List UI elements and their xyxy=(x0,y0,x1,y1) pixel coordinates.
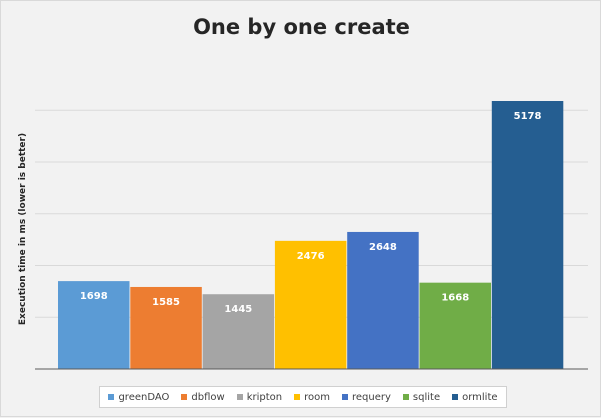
chart-title: One by one create xyxy=(193,15,410,39)
legend-label: kripton xyxy=(246,391,283,403)
legend-label: greenDAO xyxy=(118,391,170,403)
bar-kripton xyxy=(202,294,275,369)
legend-swatch xyxy=(294,394,301,400)
bar-ormlite xyxy=(491,101,564,369)
data-label-greendao: 1698 xyxy=(80,291,108,302)
legend-swatch xyxy=(108,394,115,400)
bar-dbflow xyxy=(130,286,202,369)
bar-room xyxy=(274,240,347,369)
data-label-requery: 2648 xyxy=(369,242,397,253)
legend-label: requery xyxy=(351,391,391,403)
legend-swatch xyxy=(341,394,348,400)
legend-label: room xyxy=(304,391,330,403)
legend-swatch xyxy=(452,394,459,400)
legend: greenDAO dbflow kripton room requery sqlite or… xyxy=(99,386,507,408)
legend-swatch xyxy=(181,394,188,400)
legend-label: ormlite xyxy=(462,391,498,403)
bar-requery xyxy=(347,231,419,369)
legend-swatch xyxy=(236,394,243,400)
legend-label: sqlite xyxy=(412,391,441,403)
legend-item-kripton: kripton xyxy=(236,391,283,403)
bar-sqlite xyxy=(419,282,491,369)
data-label-room: 2476 xyxy=(297,251,325,262)
legend-label: dbflow xyxy=(191,391,225,403)
data-label-kripton: 1445 xyxy=(224,304,252,315)
data-label-dbflow: 1585 xyxy=(152,297,180,308)
legend-item-sqlite: sqlite xyxy=(402,391,441,403)
legend-item-greendao: greenDAO xyxy=(108,392,169,403)
legend-swatch xyxy=(402,394,409,400)
data-label-ormlite: 5178 xyxy=(514,111,542,122)
data-label-sqlite: 1668 xyxy=(441,293,469,304)
legend-item-dbflow: dbflow xyxy=(181,391,225,403)
bar-greendao xyxy=(58,281,130,369)
legend-item-room: room xyxy=(294,392,330,403)
legend-item-requery: requery xyxy=(341,391,391,403)
legend-item-ormlite: ormlite xyxy=(452,391,498,403)
